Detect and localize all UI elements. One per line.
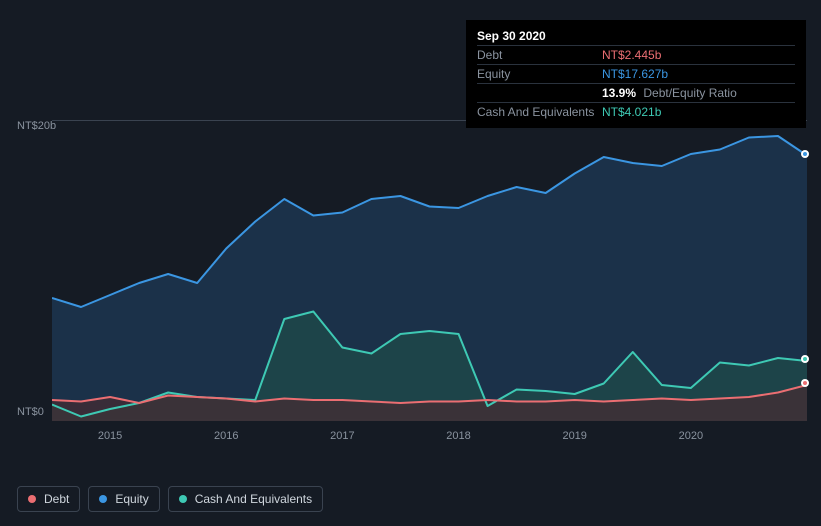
tooltip-equity-label: Equity [477,67,602,81]
tooltip-ratio-value: 13.9% [602,86,636,100]
chart-tooltip: Sep 30 2020 Debt NT$2.445b Equity NT$17.… [466,20,806,128]
end-marker [801,150,809,158]
legend-item-equity[interactable]: Equity [88,486,159,512]
chart-svg [52,121,807,421]
x-tick: 2019 [562,430,586,442]
legend-label: Equity [115,492,148,506]
y-axis-max-label: NT$20b [17,120,56,132]
legend-label: Debt [44,492,69,506]
x-tick: 2015 [98,430,122,442]
legend-label: Cash And Equivalents [195,492,312,506]
chart-legend: Debt Equity Cash And Equivalents [17,486,323,512]
tooltip-cash-value: NT$4.021b [602,105,661,119]
tooltip-cash-label: Cash And Equivalents [477,105,602,119]
x-tick: 2020 [679,430,703,442]
x-tick: 2016 [214,430,238,442]
tooltip-debt-value: NT$2.445b [602,48,661,62]
dot-icon [179,495,187,503]
y-axis-min-label: NT$0 [17,406,44,418]
x-tick: 2018 [446,430,470,442]
chart-container: NT$20b NT$0 2015 2016 2017 2018 2019 2020 [17,120,807,448]
legend-item-debt[interactable]: Debt [17,486,80,512]
legend-item-cash[interactable]: Cash And Equivalents [168,486,323,512]
x-axis: 2015 2016 2017 2018 2019 2020 [52,420,807,448]
x-tick: 2017 [330,430,354,442]
tooltip-ratio-suffix: Debt/Equity Ratio [643,86,736,100]
end-marker [801,355,809,363]
dot-icon [99,495,107,503]
tooltip-date: Sep 30 2020 [477,29,546,43]
tooltip-equity-value: NT$17.627b [602,67,668,81]
tooltip-debt-label: Debt [477,48,602,62]
chart-plot-area[interactable] [52,120,807,420]
end-marker [801,379,809,387]
dot-icon [28,495,36,503]
